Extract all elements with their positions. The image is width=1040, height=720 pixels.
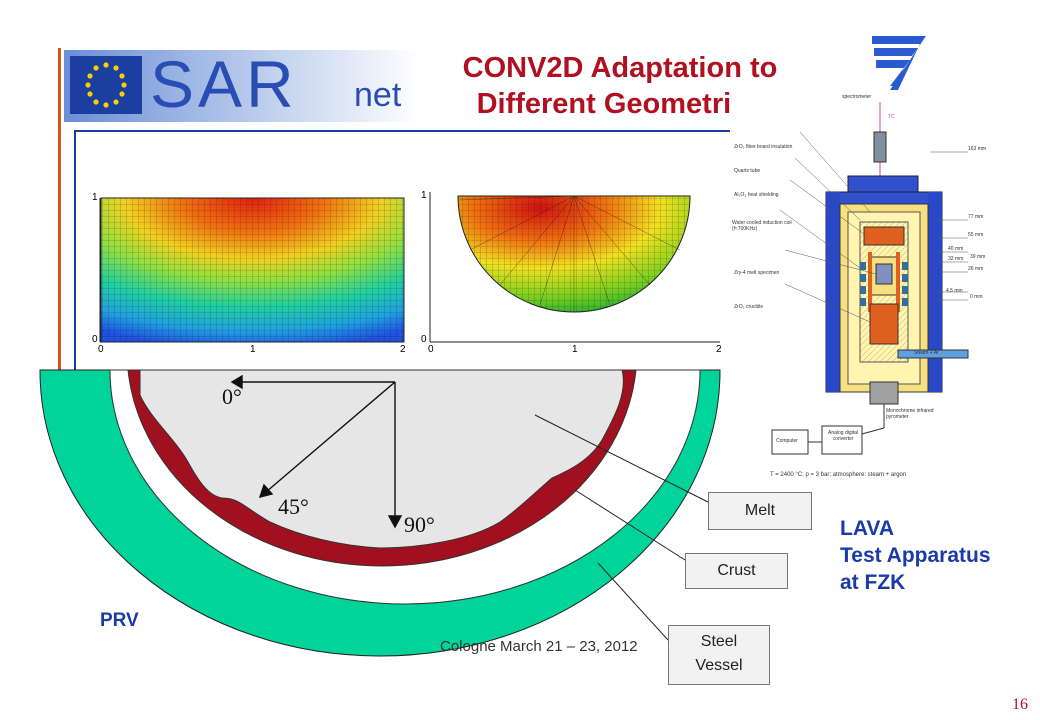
header-blue-line	[74, 130, 734, 132]
angle-90-label: 90°	[404, 512, 435, 537]
apparatus-caption: T = 2400 °C; p = 3 bar; atmosphere: stea…	[770, 472, 907, 478]
left-plot-ytick-0: 0	[92, 334, 98, 345]
left-plot-xtick-2: 2	[400, 344, 406, 355]
melt-tag: Melt	[708, 492, 812, 530]
apparatus-label-pyrometer: Monochrome infrared pyrometer	[886, 408, 934, 420]
logo-subtext: net	[354, 76, 402, 114]
title-line-1: CONV2D Adaptation to	[462, 52, 778, 84]
apparatus-label-heat-shielding: Al₂O₃ heat shielding	[734, 192, 779, 198]
steel-tag-line-2: Vessel	[695, 657, 743, 674]
right-plot-xtick-2: 2	[716, 344, 722, 355]
lava-caption: LAVA Test Apparatus at FZK	[840, 515, 991, 596]
apparatus-label-steam: Steam + Ar	[914, 350, 939, 356]
apparatus-drawing	[732, 94, 996, 486]
apparatus-dim-39: 39 mm	[970, 254, 986, 260]
steel-vessel-tag: Steel Vessel	[668, 625, 770, 685]
left-plot-xtick-1: 1	[250, 344, 256, 355]
prv-label: PRV	[100, 610, 139, 631]
apparatus-dim-163: 163 mm	[968, 146, 987, 152]
apparatus-dim-40: 40 mm	[948, 246, 964, 252]
apparatus-label-converter: Analog digital converter	[827, 430, 859, 442]
eu-flag-icon	[70, 56, 142, 114]
lava-line-1: LAVA	[840, 517, 895, 540]
apparatus-dim-77: 77 mm	[968, 214, 984, 220]
right-plot-ytick-0: 0	[421, 334, 427, 345]
title-line-2: Different Geometries	[476, 88, 764, 120]
apparatus-label-fiber-board: ZrO₂ fiber board insulation	[734, 144, 793, 150]
apparatus-label-melt-specimen: Zry-4 melt specimen	[734, 270, 780, 276]
page-number: 16	[1012, 696, 1028, 713]
left-plot-ytick-1: 1	[92, 192, 98, 203]
right-plot-xtick-0: 0	[428, 344, 434, 355]
left-accent-bar	[58, 48, 61, 378]
right-plot-xtick-1: 1	[572, 344, 578, 355]
apparatus-dim-4-5: 4.5 mm	[946, 288, 963, 294]
left-blue-bar	[74, 130, 76, 380]
angle-45-label: 45°	[278, 494, 309, 519]
apparatus-label-computer: Computer	[776, 438, 798, 444]
apparatus-label-quartz-tube: Quartz tube	[734, 168, 761, 174]
apparatus-label-spectrometer: spectrometer	[842, 94, 872, 100]
footer-text: Cologne March 21 – 23, 2012	[440, 638, 638, 655]
apparatus-dim-0: 0 mm	[970, 294, 983, 300]
sarnet-logo: SAR net	[64, 47, 420, 122]
slide-title: CONV2D Adaptation to Different Geometrie…	[420, 50, 820, 122]
apparatus-dim-55: 55 mm	[968, 232, 984, 238]
apparatus-label-induction-coil: Water cooled induction coil (f≈700KHz)	[732, 220, 792, 232]
apparatus-dim-32: 32 mm	[948, 256, 964, 262]
left-plot-xtick-0: 0	[98, 344, 104, 355]
fp7-logo	[872, 36, 926, 90]
steel-tag-line-1: Steel	[700, 633, 738, 650]
apparatus-label-tc: TC	[888, 114, 895, 120]
crust-tag: Crust	[685, 553, 788, 589]
lava-line-3: at FZK	[840, 571, 906, 594]
lava-apparatus-schematic: spectrometer TC ZrO₂ fiber board insulat…	[730, 92, 998, 488]
apparatus-label-crucible: ZrO₂ crucible	[734, 304, 764, 310]
angle-0-label: 0°	[222, 384, 242, 409]
right-plot-ytick-1: 1	[421, 190, 427, 201]
logo-text: SAR	[150, 47, 298, 121]
melt-shape	[139, 369, 624, 549]
lava-line-2: Test Apparatus	[840, 544, 991, 567]
apparatus-dim-26: 26 mm	[968, 266, 984, 272]
